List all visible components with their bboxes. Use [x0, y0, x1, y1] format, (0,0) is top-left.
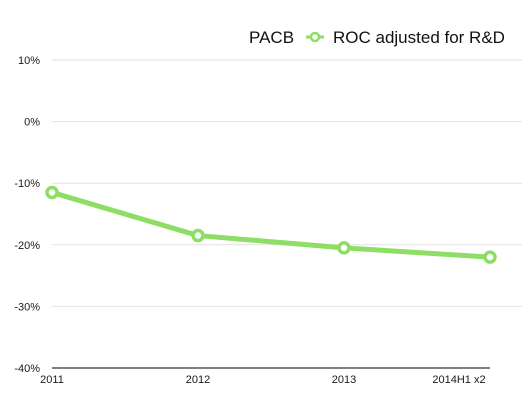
data-point — [483, 250, 497, 264]
x-tick-label: 2011 — [40, 374, 64, 386]
legend-swatch-marker — [309, 31, 321, 43]
y-tick-label: 10% — [18, 55, 40, 67]
x-axis-tick-labels: 2011 2012 2013 2014H1 x2 — [40, 374, 485, 386]
legend-series-name: ROC adjusted for R&D — [333, 28, 505, 47]
x-tick-label: 2012 — [186, 374, 210, 386]
y-tick-label: -30% — [14, 301, 40, 313]
y-tick-label: -40% — [14, 363, 40, 375]
legend: PACB ROC adjusted for R&D — [249, 28, 505, 47]
data-point — [191, 228, 205, 243]
x-tick-label: 2014H1 x2 — [432, 374, 485, 386]
x-tick-label: 2013 — [332, 374, 356, 386]
series-line — [49, 189, 493, 260]
series-group — [45, 185, 497, 264]
data-point — [337, 241, 351, 255]
data-point — [45, 185, 59, 200]
y-tick-label: -20% — [14, 240, 40, 252]
y-axis-tick-labels: 10% 0% -10% -20% -30% -40% — [14, 55, 40, 375]
gridlines — [52, 59, 522, 307]
y-tick-label: -10% — [14, 178, 40, 190]
y-tick-label: 0% — [24, 117, 40, 129]
chart-title: PACB — [249, 28, 294, 47]
